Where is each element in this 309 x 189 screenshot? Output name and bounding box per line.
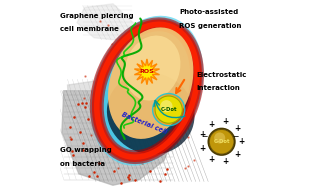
Text: +: + [234, 124, 240, 133]
Text: Graphene piercing: Graphene piercing [60, 13, 133, 19]
Ellipse shape [93, 19, 201, 163]
Polygon shape [68, 76, 158, 155]
Text: +: + [199, 144, 206, 153]
Text: +: + [222, 157, 228, 166]
Text: −: − [232, 132, 238, 141]
Text: ROS: ROS [140, 69, 154, 74]
Text: on bacteria: on bacteria [60, 161, 105, 167]
Text: C-Dot: C-Dot [160, 107, 177, 112]
Ellipse shape [108, 27, 193, 139]
Circle shape [160, 100, 172, 112]
Text: +: + [239, 137, 245, 146]
Text: +: + [208, 155, 214, 164]
Ellipse shape [125, 36, 180, 101]
Circle shape [209, 129, 234, 154]
Circle shape [214, 132, 225, 143]
Text: +: + [208, 120, 214, 129]
Text: ROS generation: ROS generation [179, 23, 241, 29]
Text: cell membrane: cell membrane [60, 26, 119, 33]
Ellipse shape [91, 16, 203, 166]
Circle shape [155, 96, 182, 123]
Polygon shape [77, 4, 139, 42]
Text: Photo-assisted: Photo-assisted [179, 9, 238, 15]
Text: Electrostatic: Electrostatic [196, 72, 247, 78]
Text: +: + [222, 117, 228, 126]
Text: −: − [201, 132, 208, 141]
Ellipse shape [107, 72, 195, 154]
Text: C-Dot: C-Dot [213, 139, 230, 144]
Polygon shape [134, 59, 159, 85]
Text: interaction: interaction [196, 85, 240, 91]
Text: +: + [234, 150, 240, 159]
Circle shape [152, 93, 185, 126]
Text: GO wrapping: GO wrapping [60, 147, 112, 153]
Text: +: + [199, 130, 206, 139]
Text: Bacterial cell: Bacterial cell [121, 111, 167, 135]
Polygon shape [62, 91, 177, 185]
